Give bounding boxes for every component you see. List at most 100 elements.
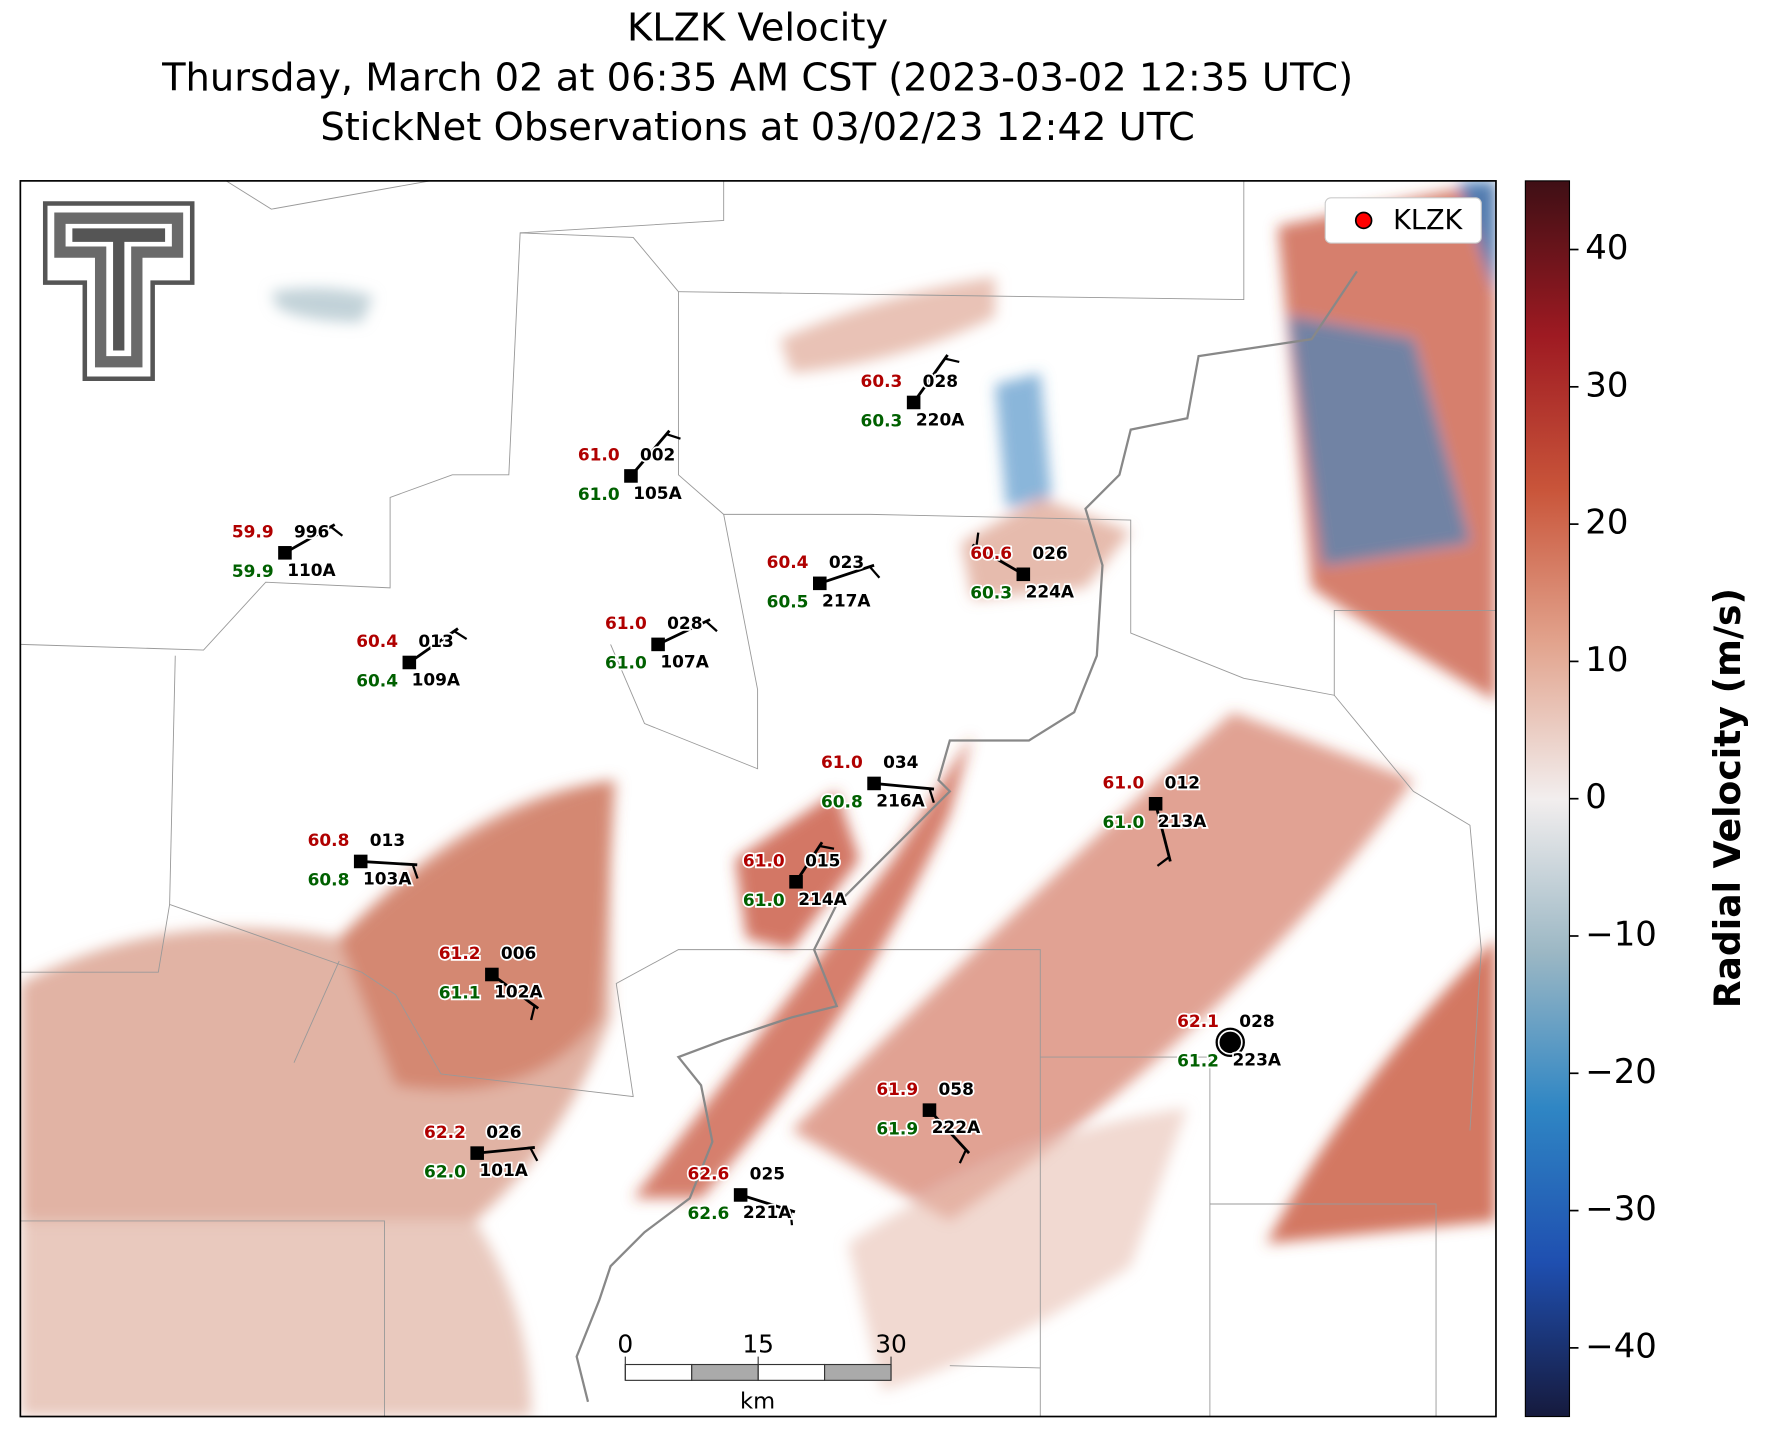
station-marker bbox=[1219, 1031, 1241, 1054]
colorbar-tick-label: −10 bbox=[1585, 914, 1657, 953]
scale-unit: km bbox=[740, 1388, 775, 1414]
station-marker bbox=[402, 655, 417, 670]
station-marker bbox=[353, 854, 368, 869]
station-id: 213A bbox=[1158, 811, 1207, 831]
station-dewpoint: 59.9 bbox=[232, 561, 274, 581]
station-temperature: 60.3 bbox=[861, 371, 903, 391]
station-temperature: 61.0 bbox=[605, 613, 647, 633]
wind-barb-feather bbox=[530, 1005, 536, 1021]
wind-barb bbox=[360, 860, 418, 867]
colorbar: Radial Velocity (m/s) −40 −30 −20 −10 0 10 20 3… bbox=[1524, 180, 1749, 1418]
title-line: Thursday, March 02 at 06:35 AM CST (2023… bbox=[161, 55, 1353, 100]
station-dewpoint: 60.3 bbox=[970, 583, 1012, 603]
wind-barb-feather bbox=[958, 1149, 968, 1164]
wind-barb bbox=[740, 1193, 796, 1214]
station-id: 105A bbox=[633, 483, 682, 503]
legend-marker bbox=[1354, 211, 1373, 230]
wind-barb bbox=[284, 523, 336, 555]
station-temperature: 60.4 bbox=[767, 552, 809, 572]
station-pressure: 006 bbox=[501, 943, 536, 963]
station-marker bbox=[922, 1103, 937, 1117]
colorbar-tick-label: −30 bbox=[1585, 1189, 1657, 1228]
colorbar-tick-label: −40 bbox=[1585, 1326, 1657, 1365]
station-dewpoint: 60.5 bbox=[767, 592, 809, 612]
station-dewpoint: 61.0 bbox=[605, 653, 647, 673]
scale-segment bbox=[624, 1363, 693, 1381]
station-marker bbox=[867, 776, 881, 791]
scale-segment bbox=[757, 1363, 826, 1381]
wind-barb bbox=[912, 354, 949, 404]
station-pressure: 025 bbox=[750, 1164, 785, 1184]
station-id: 224A bbox=[1026, 581, 1075, 601]
colorbar-tick-label: 30 bbox=[1585, 365, 1628, 404]
station-pressure: 013 bbox=[418, 631, 453, 651]
station-marker bbox=[278, 546, 292, 560]
stations: 60.3 028 60.3 220A 61.0 002 61.0 105A 59.9 996 59.… bbox=[230, 354, 1284, 1226]
station-pressure: 028 bbox=[667, 613, 702, 633]
scale-tick-label: 0 bbox=[617, 1329, 633, 1358]
wind-barb bbox=[491, 973, 540, 1010]
station-id: 101A bbox=[479, 1160, 528, 1180]
station-id: 109A bbox=[412, 670, 461, 690]
station-marker bbox=[789, 875, 803, 889]
wind-barb bbox=[819, 563, 875, 585]
colorbar-tick-label: 0 bbox=[1585, 777, 1607, 816]
station-id: 102A bbox=[494, 982, 543, 1002]
wind-barb-feather bbox=[789, 1210, 794, 1226]
wind-barb-feather bbox=[868, 565, 881, 579]
station-temperature: 60.4 bbox=[356, 631, 398, 651]
station-id: 107A bbox=[660, 651, 709, 671]
wind-barb bbox=[477, 1146, 535, 1155]
station-dewpoint: 62.6 bbox=[688, 1203, 730, 1223]
station-id: 222A bbox=[932, 1117, 981, 1137]
river bbox=[575, 270, 1358, 1403]
colorbar-tick-label: 10 bbox=[1585, 640, 1628, 679]
wind-barb bbox=[971, 543, 1025, 576]
scale-segment bbox=[691, 1363, 759, 1381]
county-lines bbox=[20, 180, 1496, 1417]
colorbar-tick-label: 20 bbox=[1585, 503, 1628, 542]
station-id: 217A bbox=[822, 590, 871, 610]
station-marker bbox=[470, 1146, 484, 1160]
legend: KLZK bbox=[1324, 197, 1482, 244]
station-temperature: 61.0 bbox=[578, 445, 620, 465]
station-dewpoint: 62.0 bbox=[424, 1161, 466, 1181]
station-marker bbox=[1016, 567, 1031, 582]
station-temperature: 62.2 bbox=[424, 1122, 466, 1142]
station-dewpoint: 60.8 bbox=[821, 792, 863, 812]
colorbar-tick-label: −20 bbox=[1585, 1052, 1657, 1091]
station-pressure: 028 bbox=[923, 371, 958, 391]
station-dewpoint: 61.9 bbox=[876, 1118, 918, 1138]
wind-barb-feather bbox=[529, 1147, 539, 1162]
scale-bar: km 0 15 30 bbox=[617, 1329, 906, 1414]
station-temperature: 61.0 bbox=[743, 850, 785, 870]
station-marker bbox=[813, 576, 827, 591]
station-marker bbox=[651, 637, 665, 652]
station-id: 110A bbox=[287, 560, 336, 580]
wind-barb bbox=[629, 429, 671, 477]
wind-barb-feather bbox=[411, 864, 419, 879]
station-pressure: 996 bbox=[294, 521, 329, 541]
wind-barb-feather bbox=[330, 525, 344, 537]
station-pressure: 034 bbox=[883, 752, 918, 772]
colorbar-label: Radial Velocity (m/s) bbox=[1706, 588, 1749, 1008]
station-temperature: 60.8 bbox=[308, 830, 350, 850]
station-pressure: 058 bbox=[939, 1079, 974, 1099]
wind-barb-feather bbox=[975, 532, 980, 548]
scale-tick-label: 15 bbox=[742, 1329, 774, 1358]
station-marker bbox=[1148, 797, 1163, 811]
colorbar-ramp bbox=[1524, 180, 1571, 1418]
wind-barb bbox=[657, 618, 711, 646]
station-temperature: 61.0 bbox=[821, 752, 863, 772]
wind-barb bbox=[408, 627, 459, 664]
station-marker bbox=[733, 1188, 748, 1202]
station-pressure: 026 bbox=[486, 1122, 521, 1142]
station-dewpoint: 61.0 bbox=[1103, 812, 1145, 832]
station-marker bbox=[485, 967, 499, 982]
station-pressure: 023 bbox=[829, 552, 864, 572]
station-dewpoint: 61.1 bbox=[439, 983, 481, 1003]
station-temperature: 61.2 bbox=[439, 943, 481, 963]
wind-barb bbox=[1154, 803, 1172, 862]
station-pressure: 013 bbox=[370, 830, 405, 850]
